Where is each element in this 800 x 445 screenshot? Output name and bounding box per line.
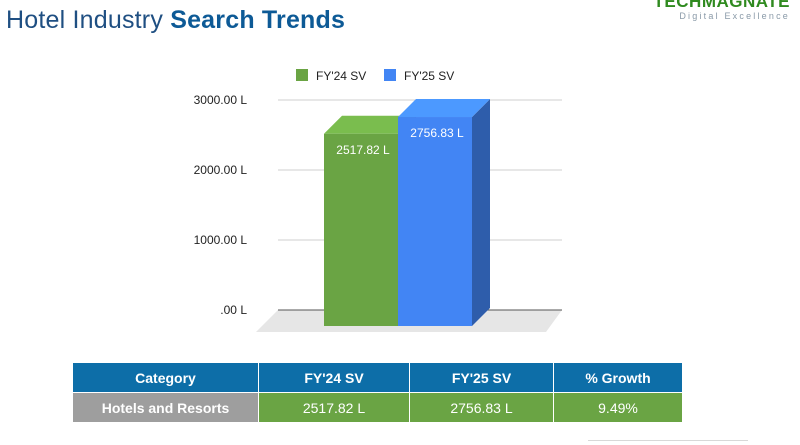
bar-fy25-top [398,99,490,118]
logo-tagline: Digital Excellence [679,11,790,21]
legend-swatch-fy25 [384,69,396,81]
title-bold: Search Trends [170,6,346,34]
bar-fy24-top [324,115,416,134]
header-fy24: FY'24 SV [258,362,410,393]
data-label-fy25: 2756.83 L [410,126,464,140]
y-tick-label: .00 L [220,303,247,317]
cell-fy25: 2756.83 L [409,392,554,423]
bar-fy25 [398,117,472,326]
cell-category: Hotels and Resorts [72,392,259,423]
bar-fy25-side [472,99,490,326]
bar-fy24 [324,133,398,326]
cell-fy24: 2517.82 L [258,392,410,423]
y-tick-label: 2000.00 L [194,163,248,177]
summary-table: Category FY'24 SV FY'25 SV % Growth Hote… [72,362,683,423]
logo-name: TECHMAGNATE [653,0,790,11]
cell-growth: 9.49% [553,392,683,423]
y-tick-label: 1000.00 L [194,233,248,247]
table-row: Hotels and Resorts 2517.82 L 2756.83 L 9… [72,392,683,423]
brand-logo: TECHMAGNATE Digital Excellence [654,0,790,21]
header-fy25: FY'25 SV [409,362,554,393]
legend-swatch-fy24 [296,69,308,81]
footer-divider [588,440,748,441]
title-plain: Hotel Industry [6,6,164,34]
bar-chart: .00 L 1000.00 L 2000.00 L 3000.00 L 2517.82 … [194,69,562,332]
legend-label-fy24: FY'24 SV [316,69,366,83]
data-label-fy24: 2517.82 L [336,143,390,157]
header-growth: % Growth [553,362,683,393]
page-title: Hotel Industry Search Trends [6,6,345,35]
legend-label-fy25: FY'25 SV [404,69,454,83]
header-category: Category [72,362,259,393]
y-tick-label: 3000.00 L [194,93,248,107]
table-header-row: Category FY'24 SV FY'25 SV % Growth [72,362,683,393]
